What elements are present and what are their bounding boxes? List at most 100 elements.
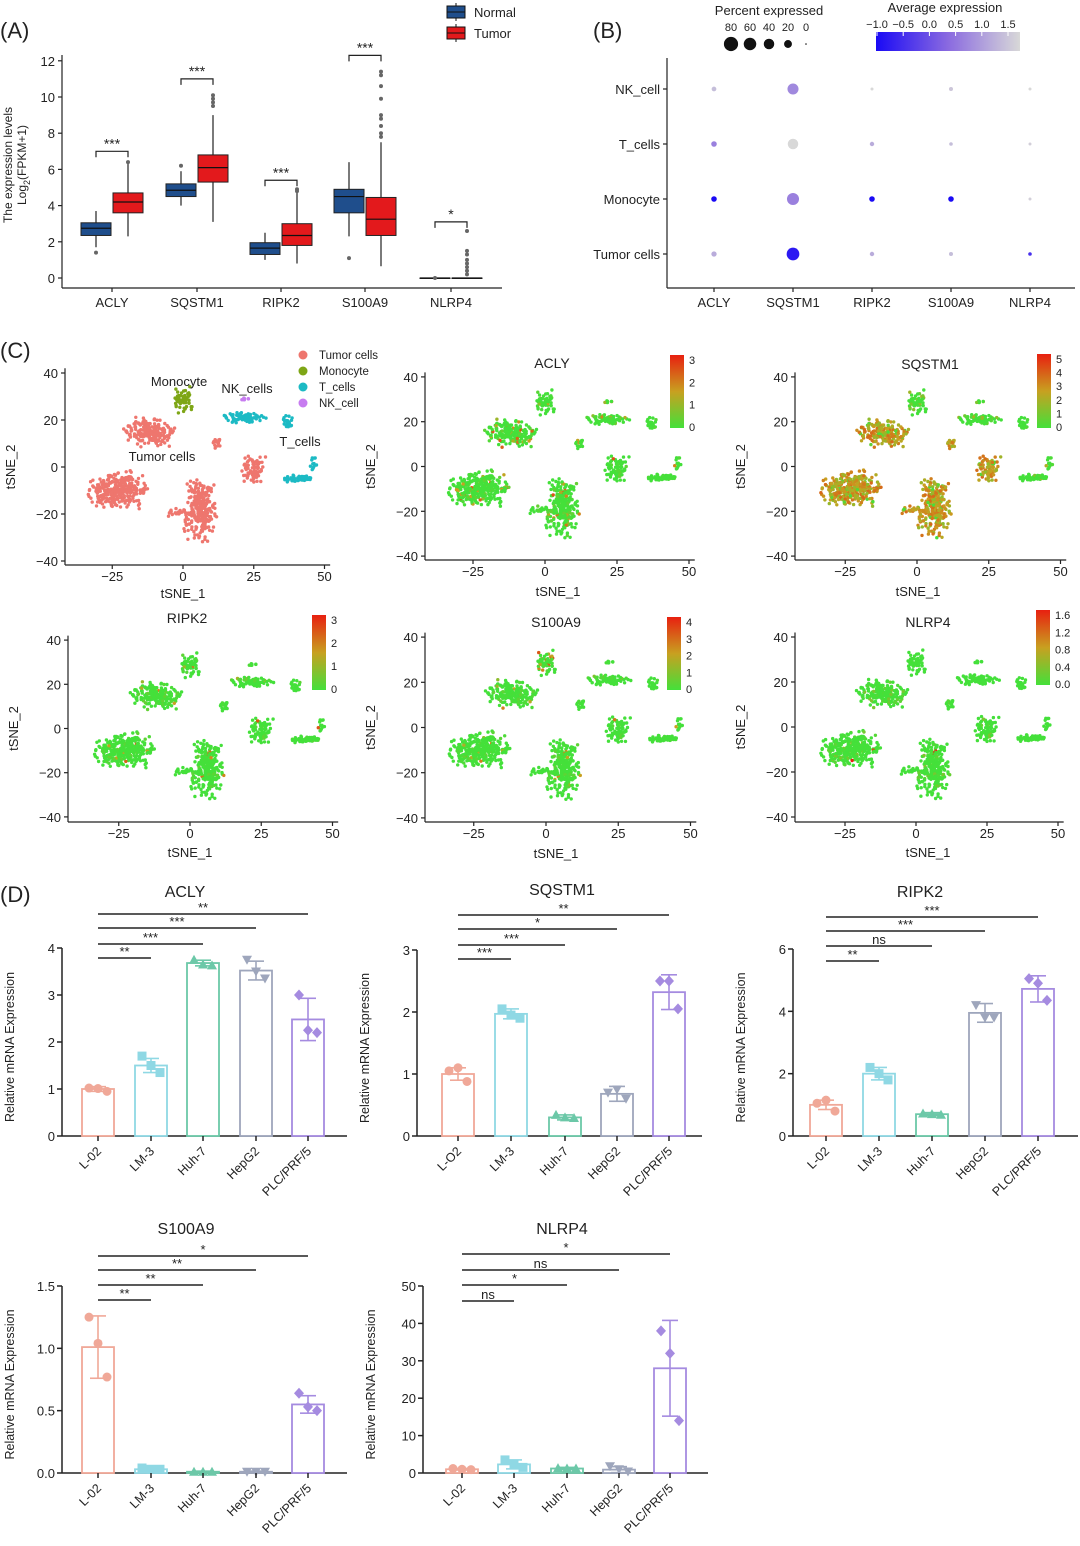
cell-point xyxy=(976,472,981,477)
cell-point xyxy=(646,417,650,422)
cell-point xyxy=(487,439,491,443)
cell-point xyxy=(842,490,847,494)
size-legend-dot xyxy=(723,36,739,52)
cell-point xyxy=(869,442,873,447)
cell-point xyxy=(916,506,920,510)
cell-point xyxy=(246,454,250,458)
cell-point xyxy=(981,399,985,404)
cell-point xyxy=(293,478,297,482)
cell-point xyxy=(137,507,141,511)
outlier-point xyxy=(211,104,215,109)
cell-point xyxy=(650,476,654,480)
cell-point xyxy=(264,735,268,739)
cell-point xyxy=(480,486,485,490)
cell-point xyxy=(115,496,120,500)
cell-point xyxy=(137,756,142,760)
cell-point xyxy=(136,430,140,434)
cell-point xyxy=(152,747,156,751)
cell-point xyxy=(926,532,931,536)
cell-point xyxy=(210,763,215,767)
outlier-point xyxy=(379,96,383,101)
cell-point xyxy=(193,794,197,799)
x-tick-label: 50 xyxy=(1053,564,1067,579)
cell-point xyxy=(159,686,164,690)
col-label: NLRP4 xyxy=(1009,295,1051,310)
cell-point xyxy=(122,489,126,493)
cell-point xyxy=(860,477,864,481)
cell-point xyxy=(193,760,197,764)
cell-point xyxy=(615,465,619,470)
cell-point xyxy=(107,761,111,765)
cell-point xyxy=(506,435,510,439)
cell-point xyxy=(504,442,508,446)
cell-point xyxy=(202,496,206,500)
colorbar-tick: 2 xyxy=(331,638,337,650)
cell-point xyxy=(840,486,845,491)
cell-point xyxy=(213,512,217,516)
y-tick-label: 40 xyxy=(404,630,418,645)
cell-point xyxy=(129,426,133,430)
cell-point xyxy=(286,477,290,481)
cell-point xyxy=(476,494,480,498)
cell-point xyxy=(499,500,503,504)
cell-point xyxy=(560,497,565,502)
cell-point xyxy=(921,404,925,408)
cell-point xyxy=(575,509,580,513)
cell-point xyxy=(592,415,597,419)
cell-point xyxy=(139,490,143,495)
cell-point xyxy=(126,438,130,442)
cell-point xyxy=(589,420,593,424)
cell-point xyxy=(921,487,925,492)
cell-point xyxy=(1046,456,1050,460)
cell-point xyxy=(869,431,874,435)
cell-point xyxy=(249,471,253,475)
cell-point xyxy=(259,469,263,473)
cell-point xyxy=(536,390,540,394)
cell-point xyxy=(940,535,944,539)
cell-point xyxy=(901,444,905,449)
outlier-point xyxy=(465,268,469,273)
box-tumor xyxy=(112,192,144,214)
cell-point xyxy=(103,489,107,493)
cell-point xyxy=(260,460,264,464)
cell-point xyxy=(200,504,205,508)
cell-point xyxy=(149,704,154,708)
cell-point xyxy=(501,435,505,439)
dot-nk_cell-ripk2 xyxy=(870,87,874,91)
cell-point xyxy=(186,528,190,533)
cell-point xyxy=(470,500,474,504)
cell-point xyxy=(851,502,856,507)
cell-point xyxy=(121,495,126,500)
cell-point xyxy=(549,519,554,523)
cell-point xyxy=(170,431,174,435)
cell-point xyxy=(201,745,205,749)
cell-point xyxy=(859,439,864,443)
cell-point xyxy=(161,439,165,443)
x-axis-label: tSNE_1 xyxy=(534,846,579,861)
cell-point xyxy=(98,489,103,493)
x-tick-label: S100A9 xyxy=(342,295,388,310)
y-tick-label: 20 xyxy=(44,413,58,428)
cell-point xyxy=(174,387,178,391)
cell-point xyxy=(223,414,228,418)
cell-point xyxy=(198,502,202,507)
cell-point xyxy=(240,398,244,402)
cell-point xyxy=(262,681,266,685)
cell-point xyxy=(950,440,954,445)
y-tick-label: −40 xyxy=(396,549,418,564)
cell-point xyxy=(872,429,876,433)
cell-point xyxy=(669,475,674,479)
x-tick-label: 25 xyxy=(982,564,996,579)
cell-point xyxy=(564,494,568,498)
cell-point xyxy=(605,478,609,482)
y-tick-label: −20 xyxy=(396,766,418,781)
legend-dot xyxy=(298,382,308,392)
cell-point xyxy=(107,488,112,492)
cell-point xyxy=(152,429,157,433)
x-tick-label: 0 xyxy=(541,564,548,579)
cell-point xyxy=(267,722,272,726)
cell-point xyxy=(931,532,935,536)
cell-point xyxy=(245,414,249,418)
cell-point xyxy=(855,428,859,432)
